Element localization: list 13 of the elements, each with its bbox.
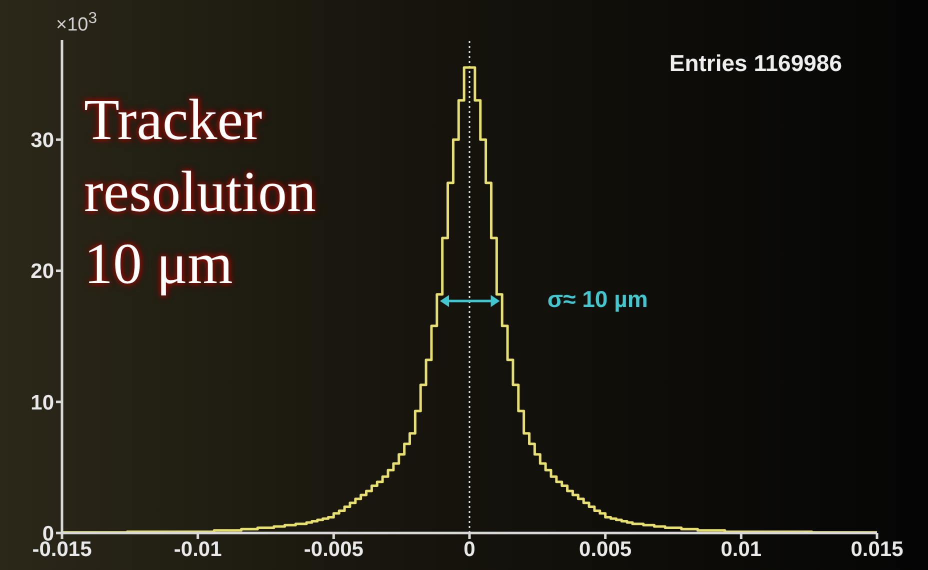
x-tick-label: 0.01 [720, 538, 762, 561]
y-axis-title: ×10$^{3}$ [56, 10, 98, 36]
annotation: Tracker resolution 10 μm [84, 86, 317, 298]
annotation: Entries 1169986 [669, 50, 842, 77]
y-tick-label: 20 [30, 260, 54, 284]
annotation: σ≈ 10 µm [547, 286, 648, 313]
x-tick-label: -0.005 [304, 538, 364, 561]
x-tick-label: 0 [464, 538, 476, 561]
y-tick-label: 10 [30, 391, 54, 414]
y-tick-label: 30 [30, 129, 54, 152]
x-tick-label: -0.01 [174, 538, 222, 561]
x-tick-label: 0.015 [850, 538, 904, 561]
x-tick-label: 0.005 [579, 538, 632, 561]
